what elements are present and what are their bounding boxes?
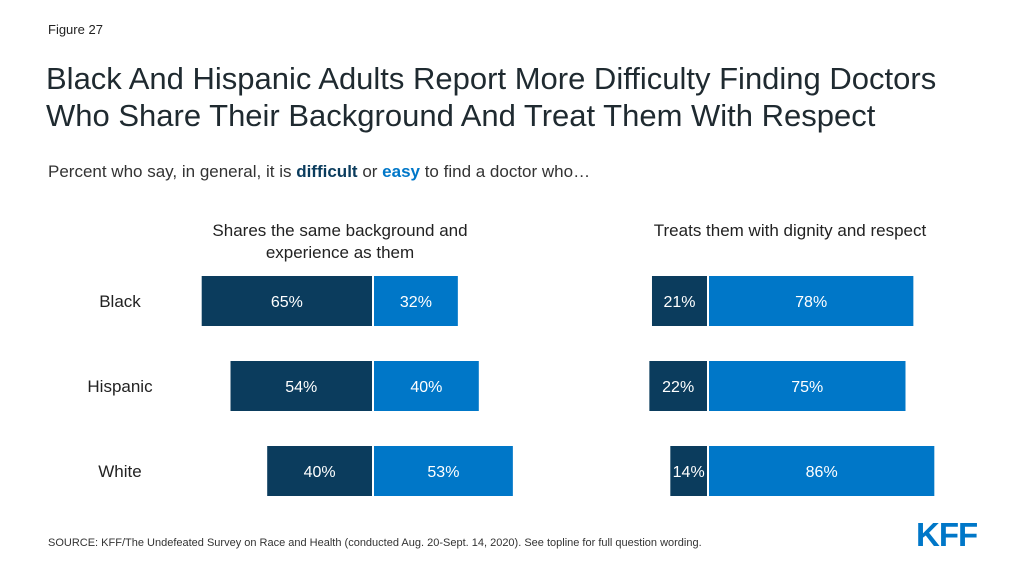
- source-note: SOURCE: KFF/The Undefeated Survey on Rac…: [48, 537, 702, 549]
- bar-difficult: [267, 446, 372, 496]
- chart-title: Black And Hispanic Adults Report More Di…: [46, 61, 937, 133]
- subtitle-suffix: to find a doctor who…: [419, 162, 591, 181]
- data-label-difficult: 54%: [285, 379, 317, 396]
- data-label-difficult: 22%: [662, 379, 694, 396]
- data-label-easy: 75%: [791, 379, 823, 396]
- bar-difficult: [670, 446, 707, 496]
- bar-easy: [709, 361, 906, 411]
- bar-easy: [709, 276, 914, 326]
- subtitle-middle: or: [357, 162, 383, 181]
- data-label-easy: 32%: [400, 294, 432, 311]
- figure-label: Figure 27: [48, 22, 103, 37]
- data-label-difficult: 14%: [673, 464, 705, 481]
- category-label: Black: [99, 292, 141, 311]
- kff-logo: KFF: [916, 516, 978, 553]
- subtitle-difficult: difficult: [296, 162, 358, 181]
- bar-easy: [374, 446, 513, 496]
- bar-difficult: [230, 361, 372, 411]
- panel-title-background: Shares the same background and experienc…: [212, 221, 468, 262]
- subtitle-prefix: Percent who say, in general, it is: [48, 162, 297, 181]
- data-label-difficult: 21%: [663, 294, 695, 311]
- subtitle-easy: easy: [382, 162, 420, 181]
- bar-easy: [374, 276, 458, 326]
- data-label-easy: 86%: [806, 464, 838, 481]
- category-label: White: [98, 462, 141, 481]
- bar-difficult: [201, 276, 372, 326]
- data-label-difficult: 65%: [271, 294, 303, 311]
- bar-easy: [374, 361, 479, 411]
- data-label-easy: 40%: [410, 379, 442, 396]
- bar-difficult: [649, 361, 707, 411]
- bar-easy: [709, 446, 935, 496]
- data-label-easy: 78%: [795, 294, 827, 311]
- category-label: Hispanic: [87, 377, 153, 396]
- data-label-difficult: 40%: [304, 464, 336, 481]
- bar-difficult: [651, 276, 707, 326]
- chart-subtitle: Percent who say, in general, it is diffi…: [48, 162, 590, 182]
- data-label-easy: 53%: [427, 464, 459, 481]
- panel-title-respect: Treats them with dignity and respect: [653, 221, 927, 240]
